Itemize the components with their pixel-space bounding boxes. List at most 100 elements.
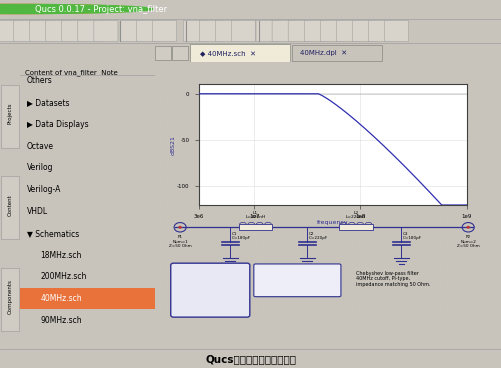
Point <box>192 215 200 220</box>
Point <box>178 111 186 117</box>
Point <box>229 255 237 261</box>
Point <box>369 197 377 203</box>
Point <box>420 226 428 232</box>
Point <box>442 128 450 134</box>
Point <box>163 301 171 307</box>
Point <box>281 203 289 209</box>
FancyBboxPatch shape <box>368 20 392 42</box>
Point <box>229 82 237 88</box>
Point <box>229 203 237 209</box>
Point <box>376 140 384 146</box>
Point <box>207 261 215 267</box>
Point <box>384 296 392 301</box>
Point <box>200 197 208 203</box>
Point <box>362 99 370 105</box>
Point <box>435 180 443 186</box>
Point <box>325 318 333 324</box>
Point <box>266 313 274 319</box>
Point <box>479 99 487 105</box>
Point <box>384 272 392 278</box>
Point <box>464 238 472 244</box>
Point <box>274 197 282 203</box>
Point <box>222 186 230 192</box>
Point <box>200 209 208 215</box>
Point <box>185 232 193 238</box>
Point <box>185 203 193 209</box>
Bar <box>172 46 188 60</box>
Point <box>214 249 222 255</box>
Point <box>369 88 377 94</box>
Point <box>303 278 311 284</box>
Point <box>200 318 208 324</box>
Point <box>207 209 215 215</box>
Point <box>340 307 348 313</box>
Point <box>156 284 164 290</box>
Point <box>464 232 472 238</box>
Point <box>310 117 318 123</box>
Point <box>207 244 215 250</box>
Point <box>450 244 458 250</box>
Point <box>435 174 443 180</box>
Point <box>170 296 178 301</box>
Point <box>222 266 230 272</box>
Point <box>310 93 318 99</box>
Point <box>420 88 428 94</box>
Point <box>457 307 465 313</box>
Point <box>244 272 252 278</box>
Point <box>457 197 465 203</box>
Text: Equation: Equation <box>258 266 289 272</box>
FancyBboxPatch shape <box>384 20 408 42</box>
Point <box>288 249 296 255</box>
Point <box>347 123 355 128</box>
Point <box>303 105 311 111</box>
Point <box>274 266 282 272</box>
Point <box>185 301 193 307</box>
Point <box>274 174 282 180</box>
Point <box>479 261 487 267</box>
Point <box>296 186 304 192</box>
Point <box>318 140 326 146</box>
Point <box>310 99 318 105</box>
Point <box>420 157 428 163</box>
Text: 40MHz.dpl  ✕: 40MHz.dpl ✕ <box>300 50 346 56</box>
Point <box>450 220 458 226</box>
Point <box>178 174 186 180</box>
Point <box>318 82 326 88</box>
Point <box>281 278 289 284</box>
Point <box>472 76 480 82</box>
Point <box>163 238 171 244</box>
Point <box>214 174 222 180</box>
Point <box>442 324 450 330</box>
Point <box>391 140 399 146</box>
Point <box>435 203 443 209</box>
Point <box>442 215 450 220</box>
Point <box>435 330 443 336</box>
Point <box>192 186 200 192</box>
Point <box>244 93 252 99</box>
Point <box>200 255 208 261</box>
Point <box>413 151 421 157</box>
Text: 200MHz.sch: 200MHz.sch <box>40 272 87 282</box>
Point <box>156 128 164 134</box>
Point <box>170 186 178 192</box>
Point <box>259 76 267 82</box>
Point <box>259 290 267 296</box>
Point <box>259 272 267 278</box>
Point <box>266 226 274 232</box>
Point <box>244 88 252 94</box>
Point <box>266 128 274 134</box>
Point <box>244 157 252 163</box>
Point <box>457 266 465 272</box>
Point <box>472 296 480 301</box>
Point <box>406 284 414 290</box>
Point <box>163 220 171 226</box>
Point <box>420 197 428 203</box>
Point <box>170 174 178 180</box>
Point <box>442 134 450 140</box>
Point <box>222 249 230 255</box>
Point <box>310 123 318 128</box>
Point <box>340 290 348 296</box>
Text: Content of vna_filter  Note: Content of vna_filter Note <box>26 69 118 76</box>
Point <box>384 128 392 134</box>
Point <box>325 226 333 232</box>
